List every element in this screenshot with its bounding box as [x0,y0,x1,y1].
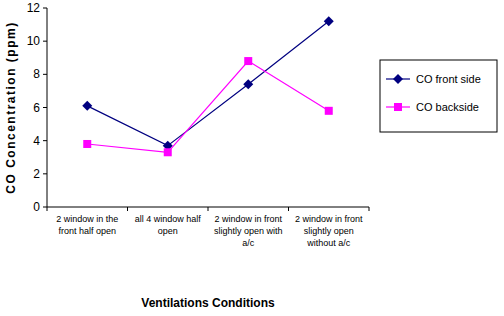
data-point [243,79,253,89]
legend-label: CO front side [416,73,481,85]
data-point [324,16,334,26]
data-point [164,148,172,156]
y-tick [43,140,47,141]
x-tick-label: all 4 window half open [129,213,207,237]
data-point [82,101,92,111]
y-tick [43,173,47,174]
y-tick-label: 0 [33,200,40,214]
y-tick-label: 10 [27,34,41,48]
legend-box [380,60,497,132]
data-point [83,140,91,148]
y-tick [43,41,47,42]
y-tick-label: 2 [33,167,40,181]
plot-area [82,16,334,156]
x-tick [369,207,370,211]
x-tick [47,207,48,211]
y-tick [43,107,47,108]
data-point [244,57,252,65]
chart: {"chart_data": {"type": "line", "x_label… [0,0,504,316]
data-point [325,107,333,115]
y-tick-label: 8 [33,67,40,81]
x-tick-label: 2 window in front slightly open without … [290,213,368,249]
chart-svg: 0 2 4 6 8 10 12 Ventilations Conditions CO Conce… [0,0,504,316]
legend-label: CO backside [416,101,479,113]
series-line [87,21,329,145]
x-tick-label: 2 window in the front half open [48,213,126,237]
x-tick [127,207,128,211]
x-tick [288,207,289,211]
y-tick [43,207,47,208]
x-tick [208,207,209,211]
x-axis-label: Ventilations Conditions [141,296,275,310]
legend-marker [393,74,403,84]
y-tick-label: 6 [33,101,40,115]
y-tick [43,8,47,9]
y-tick-label: 4 [33,134,40,148]
y-axis-label: CO Concentration (ppm) [4,21,18,193]
legend-marker [394,103,402,111]
x-tick-label: 2 window in front slightly open with a/c [209,213,287,249]
series-line [87,61,329,152]
y-tick [43,74,47,75]
y-tick-label: 12 [27,1,41,15]
